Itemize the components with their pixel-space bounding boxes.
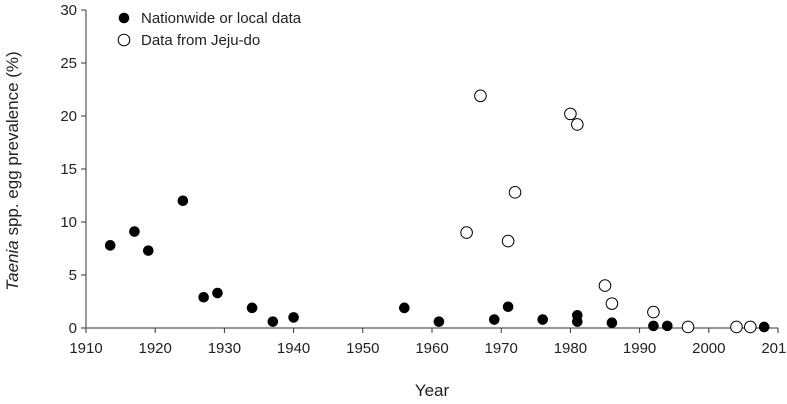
- y-tick-label: 5: [69, 267, 77, 284]
- legend-label: Data from Jeju-do: [141, 32, 260, 49]
- x-axis-title: Year: [415, 381, 450, 400]
- nationwide-data-point: [177, 195, 189, 207]
- y-tick-label: 25: [60, 55, 77, 72]
- nationwide-data-point: [288, 312, 299, 323]
- legend: Nationwide or local data Data from Jeju-d…: [117, 10, 302, 49]
- x-tick-label: 1910: [69, 340, 102, 357]
- x-tick-labels: 1910 1920 1930 1940 1950 1960 1970 1980 1990 2000…: [69, 340, 787, 357]
- jeju-data-point: [730, 320, 743, 334]
- nationwide-data-point: [142, 245, 154, 256]
- nationwide-data-point: [246, 302, 258, 314]
- legend-open-marker: [117, 33, 131, 47]
- jeju-data-point: [605, 297, 619, 310]
- y-tick-label: 30: [60, 2, 77, 19]
- jeju-data-point: [647, 305, 660, 319]
- jeju-data-point: [571, 118, 584, 131]
- y-tick-label: 15: [60, 161, 77, 178]
- jeju-data-point: [460, 226, 473, 239]
- jeju-data-point: [501, 234, 515, 248]
- jeju-data-point: [474, 89, 487, 103]
- y-tick-label: 0: [69, 320, 77, 337]
- x-tick-label: 1940: [277, 340, 310, 357]
- legend-filled-marker: [118, 12, 130, 24]
- nationwide-data-point: [488, 314, 500, 325]
- y-axis-title-rest: spp. egg prevalence (%): [3, 51, 22, 240]
- nationwide-data-point: [399, 302, 410, 314]
- nationwide-data-point: [267, 316, 279, 327]
- x-tick-label: 1930: [208, 340, 241, 357]
- y-tick-label: 10: [60, 214, 77, 231]
- nationwide-data-point: [537, 314, 549, 325]
- x-tick-label: 1960: [415, 340, 448, 357]
- nationwide-data-point: [606, 317, 618, 329]
- nationwide-data-point: [502, 301, 514, 313]
- x-tick-label: 1920: [139, 340, 172, 357]
- data-points: [104, 89, 770, 334]
- jeju-data-point: [681, 320, 695, 334]
- y-axis-title-italic: Taenia: [3, 240, 22, 290]
- y-tick-labels: 0 5 10 15 20 25 30: [60, 2, 77, 337]
- nationwide-data-point: [433, 316, 445, 327]
- nationwide-data-point: [198, 291, 209, 303]
- axes: [81, 9, 779, 333]
- jeju-data-point: [508, 186, 522, 199]
- nationwide-data-point: [661, 320, 673, 332]
- jeju-data-point: [598, 279, 612, 292]
- nationwide-data-point: [212, 287, 223, 299]
- nationwide-data-point: [104, 240, 116, 251]
- nationwide-data-point: [572, 316, 583, 327]
- legend-label: Nationwide or local data: [141, 10, 302, 27]
- x-tick-label: 1980: [554, 340, 587, 357]
- x-tick-label: 1990: [623, 340, 656, 357]
- jeju-data-point: [564, 107, 577, 121]
- y-tick-label: 20: [60, 108, 77, 125]
- nationwide-data-point: [758, 321, 770, 333]
- y-axis-title: Taenia spp. egg prevalence (%): [3, 51, 22, 290]
- jeju-data-point: [744, 320, 757, 334]
- nationwide-data-point: [648, 320, 659, 332]
- x-tick-label: 1970: [485, 340, 518, 357]
- nationwide-data-point: [129, 226, 140, 237]
- x-tick-label: 2000: [692, 340, 725, 357]
- x-tick-label: 1950: [346, 340, 379, 357]
